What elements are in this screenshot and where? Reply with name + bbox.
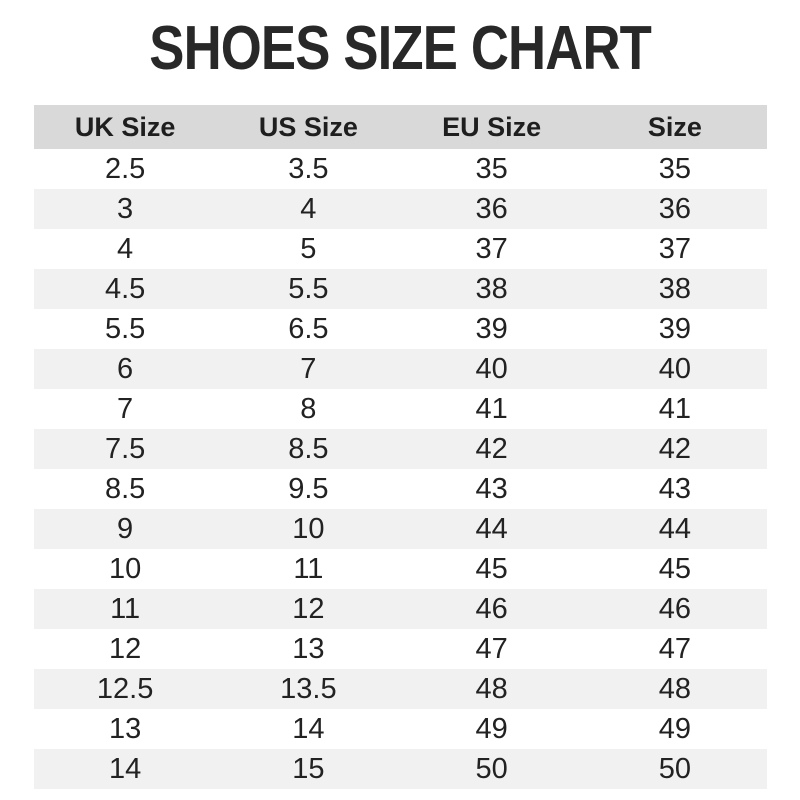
size-cell: 45 (400, 549, 584, 589)
column-header-us-size: US Size (216, 105, 400, 149)
size-cell: 43 (583, 469, 767, 509)
table-row: 12.5 13.5 48 48 (33, 669, 767, 709)
size-cell: 38 (400, 269, 584, 309)
size-cell: 47 (583, 629, 767, 669)
size-cell: 40 (583, 349, 767, 389)
size-cell: 2.5 (33, 149, 217, 189)
size-cell: 14 (33, 749, 217, 789)
table-body: 2.5 3.5 35 35 3 4 36 36 4 5 37 37 4.5 5.5 38 38 5.5 6.5 39… (33, 149, 767, 789)
size-cell: 6 (33, 349, 217, 389)
size-cell: 15 (216, 749, 400, 789)
column-header-size: Size (583, 105, 767, 149)
column-header-eu-size: EU Size (400, 105, 584, 149)
size-cell: 43 (400, 469, 584, 509)
size-chart-table: UK Size US Size EU Size Size 2.5 3.5 35 35 3 4 36… (33, 105, 767, 789)
size-cell: 36 (583, 189, 767, 229)
size-cell: 50 (400, 749, 584, 789)
size-cell: 46 (583, 589, 767, 629)
table-row: 12 13 47 47 (33, 629, 767, 669)
size-cell: 6.5 (216, 309, 400, 349)
table-row: 13 14 49 49 (33, 709, 767, 749)
size-cell: 5 (216, 229, 400, 269)
table-header: UK Size US Size EU Size Size (33, 105, 767, 149)
size-cell: 46 (400, 589, 584, 629)
size-cell: 8 (216, 389, 400, 429)
table-header-row: UK Size US Size EU Size Size (33, 105, 767, 149)
size-cell: 3.5 (216, 149, 400, 189)
size-cell: 3 (33, 189, 217, 229)
size-cell: 7 (33, 389, 217, 429)
size-cell: 45 (583, 549, 767, 589)
table-row: 9 10 44 44 (33, 509, 767, 549)
size-cell: 10 (216, 509, 400, 549)
size-cell: 35 (583, 149, 767, 189)
size-cell: 13 (33, 709, 217, 749)
table-row: 7 8 41 41 (33, 389, 767, 429)
size-cell: 4.5 (33, 269, 217, 309)
size-cell: 13 (216, 629, 400, 669)
size-cell: 38 (583, 269, 767, 309)
size-cell: 14 (216, 709, 400, 749)
table-row: 8.5 9.5 43 43 (33, 469, 767, 509)
size-cell: 12 (33, 629, 217, 669)
size-cell: 48 (583, 669, 767, 709)
size-cell: 35 (400, 149, 584, 189)
table-row: 4.5 5.5 38 38 (33, 269, 767, 309)
table-row: 11 12 46 46 (33, 589, 767, 629)
size-cell: 47 (400, 629, 584, 669)
size-cell: 50 (583, 749, 767, 789)
table-row: 14 15 50 50 (33, 749, 767, 789)
table-row: 6 7 40 40 (33, 349, 767, 389)
size-cell: 12 (216, 589, 400, 629)
size-cell: 9 (33, 509, 217, 549)
size-cell: 40 (400, 349, 584, 389)
size-cell: 49 (400, 709, 584, 749)
table-row: 3 4 36 36 (33, 189, 767, 229)
size-cell: 44 (400, 509, 584, 549)
size-cell: 8.5 (33, 469, 217, 509)
size-cell: 10 (33, 549, 217, 589)
size-cell: 11 (33, 589, 217, 629)
size-cell: 39 (583, 309, 767, 349)
size-cell: 13.5 (216, 669, 400, 709)
size-cell: 41 (400, 389, 584, 429)
size-cell: 8.5 (216, 429, 400, 469)
size-cell: 7.5 (33, 429, 217, 469)
size-cell: 4 (33, 229, 217, 269)
size-cell: 49 (583, 709, 767, 749)
size-cell: 11 (216, 549, 400, 589)
size-cell: 44 (583, 509, 767, 549)
table-row: 2.5 3.5 35 35 (33, 149, 767, 189)
size-cell: 9.5 (216, 469, 400, 509)
size-cell: 5.5 (216, 269, 400, 309)
page-title: SHOES SIZE CHART (149, 14, 652, 83)
size-cell: 42 (400, 429, 584, 469)
size-cell: 41 (583, 389, 767, 429)
table-row: 4 5 37 37 (33, 229, 767, 269)
table-row: 10 11 45 45 (33, 549, 767, 589)
column-header-uk-size: UK Size (33, 105, 217, 149)
size-cell: 12.5 (33, 669, 217, 709)
size-cell: 7 (216, 349, 400, 389)
size-cell: 4 (216, 189, 400, 229)
table-row: 7.5 8.5 42 42 (33, 429, 767, 469)
size-cell: 37 (400, 229, 584, 269)
table-row: 5.5 6.5 39 39 (33, 309, 767, 349)
size-cell: 39 (400, 309, 584, 349)
size-cell: 36 (400, 189, 584, 229)
size-cell: 5.5 (33, 309, 217, 349)
size-cell: 48 (400, 669, 584, 709)
title-container: SHOES SIZE CHART (0, 18, 800, 84)
size-cell: 42 (583, 429, 767, 469)
size-cell: 37 (583, 229, 767, 269)
